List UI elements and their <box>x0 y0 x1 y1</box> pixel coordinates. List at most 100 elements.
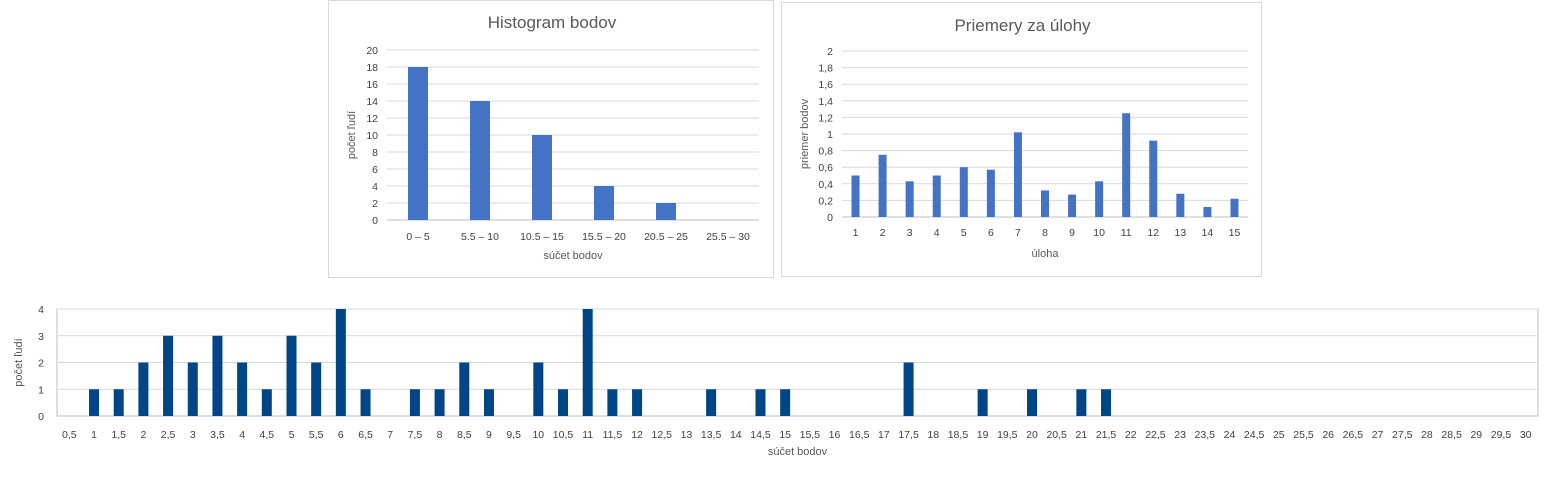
bar <box>483 389 494 416</box>
bar <box>558 389 569 416</box>
x-tick-label: 30 <box>1520 429 1532 441</box>
y-tick-label: 0,2 <box>818 195 833 207</box>
y-tick-label: 0 <box>827 212 833 224</box>
y-tick-label: 8 <box>372 147 378 159</box>
x-tick-label: 15 <box>1229 227 1241 239</box>
bar <box>138 362 149 416</box>
x-tick-label: 4,5 <box>260 429 275 441</box>
x-tick-label: 5.5 – 10 <box>461 231 499 243</box>
x-tick-label: 25.5 – 30 <box>706 231 750 243</box>
y-tick-label: 0 <box>372 215 378 227</box>
bar <box>261 389 272 416</box>
y-tick-label: 14 <box>366 96 378 108</box>
x-tick-label: 25 <box>1273 429 1285 441</box>
chart-title: Priemery za úlohy <box>954 16 1091 35</box>
x-tick-label: 28 <box>1421 429 1433 441</box>
y-tick-label: 16 <box>366 79 378 91</box>
bar <box>1203 207 1212 217</box>
x-tick-label: 1 <box>853 227 859 239</box>
bar <box>1026 389 1037 416</box>
y-tick-label: 2 <box>38 358 44 370</box>
x-tick-label: 19,5 <box>997 429 1018 441</box>
x-tick-label: 1 <box>91 429 97 441</box>
x-tick-label: 29 <box>1470 429 1482 441</box>
x-tick-label: 8,5 <box>457 429 472 441</box>
x-tick-label: 27 <box>1372 429 1384 441</box>
bar <box>89 389 100 416</box>
x-tick-label: 10.5 – 15 <box>520 231 564 243</box>
x-tick-label: 17 <box>878 429 890 441</box>
y-tick-label: 6 <box>372 164 378 176</box>
bar <box>434 389 445 416</box>
x-tick-label: 23 <box>1174 429 1186 441</box>
y-tick-label: 0,4 <box>818 179 833 191</box>
bar <box>1122 113 1131 217</box>
x-tick-label: 12 <box>1147 227 1159 239</box>
bar <box>594 186 614 220</box>
y-tick-label: 4 <box>38 304 44 316</box>
bar <box>959 167 968 217</box>
x-tick-label: 3 <box>190 429 196 441</box>
y-tick-label: 20 <box>366 45 378 57</box>
x-tick-label: 0,5 <box>62 429 77 441</box>
bar <box>656 203 676 220</box>
x-tick-label: 18 <box>927 429 939 441</box>
bar <box>1041 190 1049 217</box>
bar <box>1149 140 1158 217</box>
y-tick-label: 1,4 <box>818 96 833 108</box>
x-tick-label: 11 <box>1121 227 1132 239</box>
x-tick-label: 16,5 <box>849 429 870 441</box>
bar <box>1101 389 1112 416</box>
y-tick-label: 1,2 <box>818 112 833 124</box>
bar <box>533 362 544 416</box>
bar <box>706 389 717 416</box>
x-tick-label: 20.5 – 25 <box>644 231 688 243</box>
bar <box>237 362 248 416</box>
x-tick-label: 28,5 <box>1441 429 1462 441</box>
bar <box>755 389 766 416</box>
x-tick-label: 3,5 <box>210 429 225 441</box>
x-tick-label: 12,5 <box>652 429 673 441</box>
y-tick-label: 1 <box>827 129 833 141</box>
y-axis-label: počet ľudí <box>13 338 25 386</box>
histogram-chart: 0 2 4 6 8 10 12 14 16 18 20 0 – 5 5.5 – 10 10.5 – 15 1… <box>346 13 759 262</box>
x-tick-label: 15 <box>779 429 791 441</box>
x-tick-label: 14 <box>730 429 742 441</box>
x-tick-label: 7 <box>387 429 393 441</box>
y-tick-label: 2 <box>827 46 833 58</box>
x-tick-label: 10 <box>532 429 544 441</box>
x-tick-label: 13 <box>681 429 693 441</box>
x-tick-label: 25,5 <box>1293 429 1314 441</box>
x-tick-label: 0 – 5 <box>406 231 430 243</box>
x-tick-label: 6 <box>988 227 994 239</box>
y-tick-label: 4 <box>372 181 378 193</box>
bar <box>607 389 618 416</box>
x-tick-label: 24,5 <box>1244 429 1265 441</box>
bar <box>632 389 643 416</box>
x-tick-label: 15.5 – 20 <box>582 231 626 243</box>
bar <box>905 181 914 217</box>
bar <box>187 362 198 416</box>
y-tick-label: 3 <box>38 331 44 343</box>
x-tick-label: 10 <box>1093 227 1105 239</box>
x-tick-label: 2 <box>140 429 146 441</box>
y-axis-label: počet ľudí <box>346 111 358 159</box>
y-tick-label: 12 <box>366 113 378 125</box>
y-tick-label: 1 <box>38 384 44 396</box>
x-tick-label: 20 <box>1026 429 1038 441</box>
x-tick-label: 26,5 <box>1343 429 1364 441</box>
x-axis-label: súčet bodov <box>768 446 828 458</box>
x-tick-label: 9 <box>486 429 492 441</box>
x-tick-label: 24 <box>1224 429 1236 441</box>
x-axis-label: úloha <box>1032 248 1060 260</box>
y-tick-label: 0,6 <box>818 162 833 174</box>
bar <box>286 335 297 416</box>
x-tick-label: 14 <box>1202 227 1214 239</box>
x-tick-label: 5 <box>961 227 967 239</box>
bar <box>977 389 988 416</box>
bar <box>163 335 174 416</box>
x-tick-label: 4 <box>934 227 940 239</box>
bar <box>1176 193 1185 217</box>
x-tick-label: 15,5 <box>800 429 821 441</box>
bar <box>459 362 470 416</box>
